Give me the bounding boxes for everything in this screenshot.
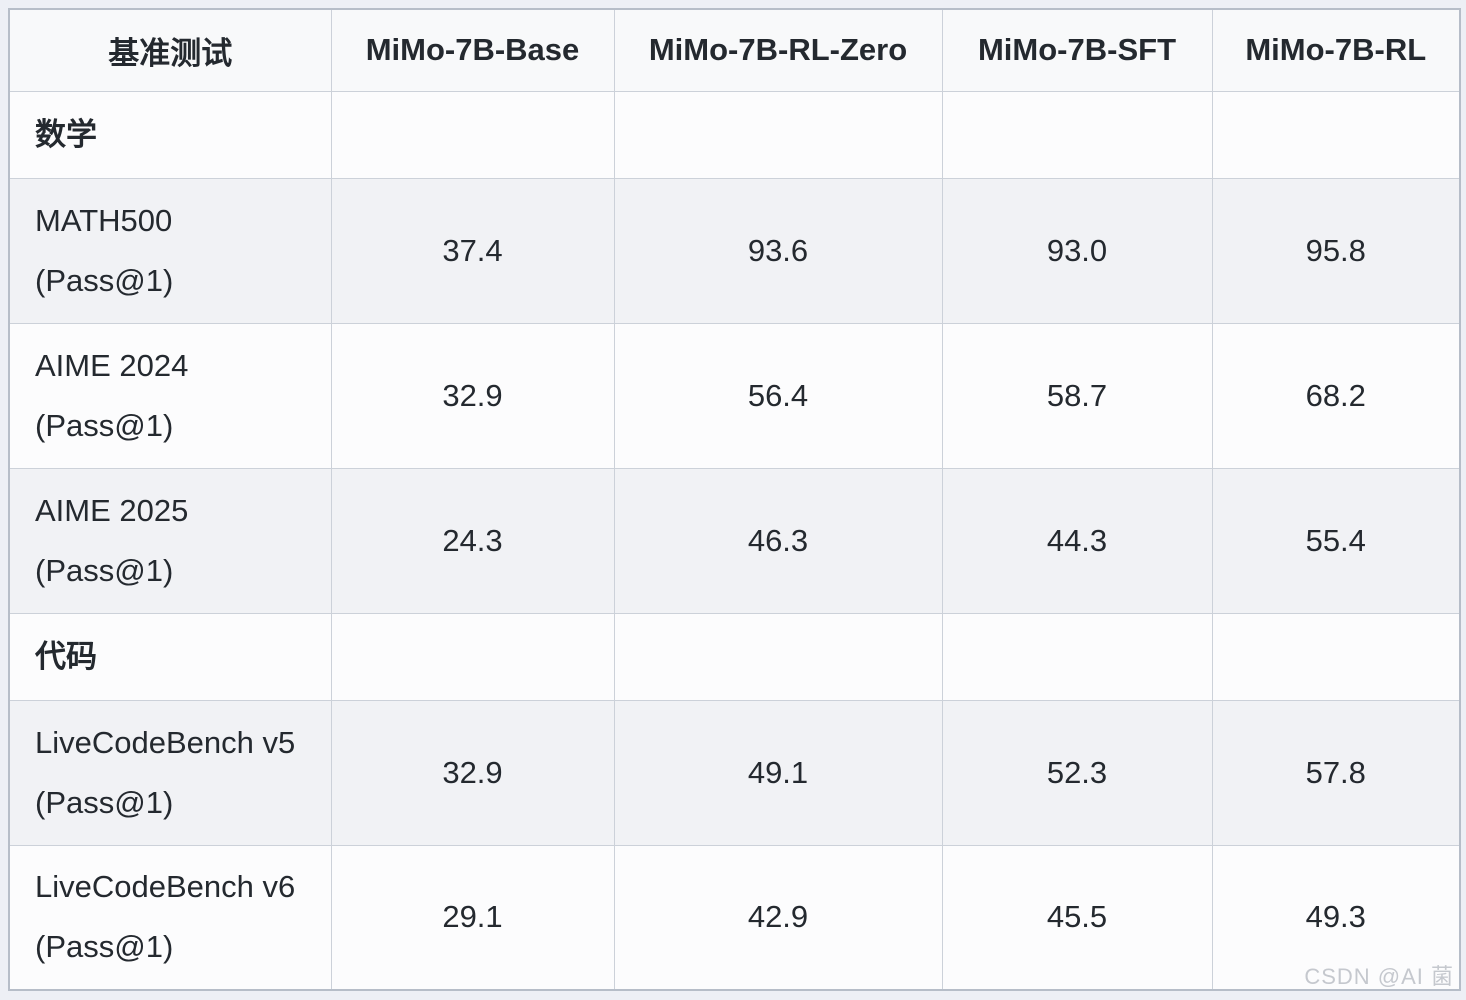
score-cell: 57.8 (1211, 699, 1461, 846)
empty-cell (941, 90, 1213, 179)
column-header-mimo-7b-base: MiMo-7B-Base (330, 8, 615, 92)
benchmark-name-cell: LiveCodeBench v6 (Pass@1) (8, 844, 332, 991)
benchmark-metric: (Pass@1) (35, 407, 174, 443)
benchmark-metric: (Pass@1) (35, 262, 174, 298)
section-row-code: 代码 (8, 612, 1461, 701)
score-cell: 32.9 (330, 322, 615, 469)
benchmark-name: AIME 2025 (35, 492, 189, 528)
benchmark-name: LiveCodeBench v5 (35, 724, 296, 760)
table-row-math500: MATH500 (Pass@1) 37.4 93.6 93.0 95.8 (8, 177, 1461, 324)
empty-cell (1211, 612, 1461, 701)
score-cell: 32.9 (330, 699, 615, 846)
benchmark-name: AIME 2024 (35, 347, 189, 383)
score-cell: 44.3 (941, 467, 1213, 614)
table-row-livecodebench-v6: LiveCodeBench v6 (Pass@1) 29.1 42.9 45.5… (8, 844, 1461, 991)
column-header-benchmark: 基准测试 (8, 8, 332, 92)
score-cell: 95.8 (1211, 177, 1461, 324)
empty-cell (613, 90, 943, 179)
empty-cell (330, 612, 615, 701)
score-cell: 93.0 (941, 177, 1213, 324)
score-cell: 45.5 (941, 844, 1213, 991)
section-row-math: 数学 (8, 90, 1461, 179)
section-label-code: 代码 (8, 612, 332, 701)
table-header-row: 基准测试 MiMo-7B-Base MiMo-7B-RL-Zero MiMo-7… (8, 8, 1461, 92)
column-header-mimo-7b-rl-zero: MiMo-7B-RL-Zero (613, 8, 943, 92)
benchmark-name: MATH500 (35, 202, 173, 238)
empty-cell (1211, 90, 1461, 179)
score-cell: 56.4 (613, 322, 943, 469)
benchmark-name-cell: AIME 2024 (Pass@1) (8, 322, 332, 469)
score-cell: 37.4 (330, 177, 615, 324)
score-cell: 24.3 (330, 467, 615, 614)
empty-cell (941, 612, 1213, 701)
score-cell: 93.6 (613, 177, 943, 324)
score-cell: 29.1 (330, 844, 615, 991)
benchmark-name-cell: LiveCodeBench v5 (Pass@1) (8, 699, 332, 846)
empty-cell (330, 90, 615, 179)
score-cell: 68.2 (1211, 322, 1461, 469)
benchmark-metric: (Pass@1) (35, 929, 174, 965)
score-cell: 42.9 (613, 844, 943, 991)
benchmark-name: LiveCodeBench v6 (35, 869, 296, 905)
benchmark-table: 基准测试 MiMo-7B-Base MiMo-7B-RL-Zero MiMo-7… (8, 8, 1461, 991)
table-row-aime-2025: AIME 2025 (Pass@1) 24.3 46.3 44.3 55.4 (8, 467, 1461, 614)
score-cell: 49.3 (1211, 844, 1461, 991)
benchmark-name-cell: MATH500 (Pass@1) (8, 177, 332, 324)
empty-cell (613, 612, 943, 701)
table-row-livecodebench-v5: LiveCodeBench v5 (Pass@1) 32.9 49.1 52.3… (8, 699, 1461, 846)
score-cell: 55.4 (1211, 467, 1461, 614)
score-cell: 46.3 (613, 467, 943, 614)
score-cell: 52.3 (941, 699, 1213, 846)
benchmark-name-cell: AIME 2025 (Pass@1) (8, 467, 332, 614)
score-cell: 58.7 (941, 322, 1213, 469)
benchmark-metric: (Pass@1) (35, 784, 174, 820)
table-row-aime-2024: AIME 2024 (Pass@1) 32.9 56.4 58.7 68.2 (8, 322, 1461, 469)
column-header-mimo-7b-rl: MiMo-7B-RL (1211, 8, 1461, 92)
column-header-mimo-7b-sft: MiMo-7B-SFT (941, 8, 1213, 92)
score-cell: 49.1 (613, 699, 943, 846)
section-label-math: 数学 (8, 90, 332, 179)
benchmark-metric: (Pass@1) (35, 552, 174, 588)
